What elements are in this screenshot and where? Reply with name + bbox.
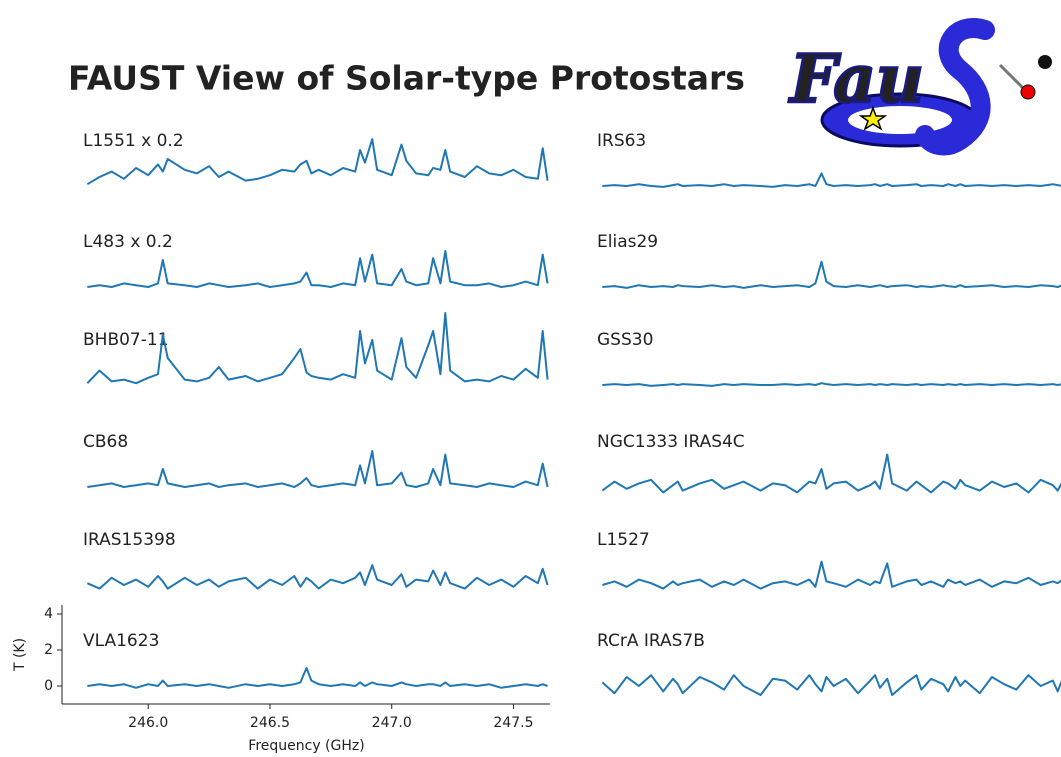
chart-title: FAUST View of Solar-type Protostars: [68, 59, 745, 98]
spectrum-line: [87, 250, 549, 288]
series-name: VLA1623: [83, 631, 159, 651]
series-name: NGC1333 IRAS4C: [597, 432, 745, 452]
series-name: RCrA IRAS7B: [597, 631, 705, 651]
y-tick-label: 2: [44, 642, 53, 658]
x-tick-label: 247.5: [493, 715, 533, 731]
logo: Fau: [787, 18, 1052, 156]
spectrum-line: [86, 564, 549, 590]
x-tick-label: 246.5: [250, 715, 290, 731]
series-name: CB68: [83, 432, 128, 452]
logo-atom: [1038, 55, 1052, 69]
spectrum-line: [602, 560, 1061, 590]
x-tick-label: 247.0: [372, 715, 412, 731]
logo-bond: [998, 63, 1027, 92]
spectrum-line: [601, 674, 1061, 696]
y-tick-label: 4: [44, 606, 53, 622]
series-name: BHB07-11: [83, 330, 169, 350]
y-axis-label: T (K): [12, 638, 28, 672]
series-name: L1551 x 0.2: [83, 131, 184, 151]
series-name: GSS30: [597, 330, 653, 350]
series-name: L1527: [597, 530, 650, 550]
logo-text: Fau: [788, 40, 924, 118]
x-axis-label: Frequency (GHz): [248, 738, 364, 754]
spectrum-line: [602, 260, 1061, 289]
spectrum-line: [86, 138, 549, 186]
spectrum-line: [602, 382, 1061, 387]
y-tick-label: 0: [44, 678, 53, 694]
spectrum-line: [87, 450, 549, 488]
x-tick-label: 246.0: [128, 715, 168, 731]
spectrum-line: [602, 172, 1061, 188]
logo-atom: [1020, 84, 1036, 100]
series-name: IRAS15398: [83, 530, 176, 550]
series-name: Elias29: [597, 232, 658, 252]
logo-serpent: [915, 18, 995, 156]
series-name: IRS63: [597, 131, 646, 151]
spectrum-line: [86, 312, 549, 385]
spectrum-line: [87, 667, 548, 689]
logo-star: [858, 105, 888, 131]
series-name: L483 x 0.2: [83, 232, 173, 252]
spectrum-line: [601, 453, 1061, 494]
